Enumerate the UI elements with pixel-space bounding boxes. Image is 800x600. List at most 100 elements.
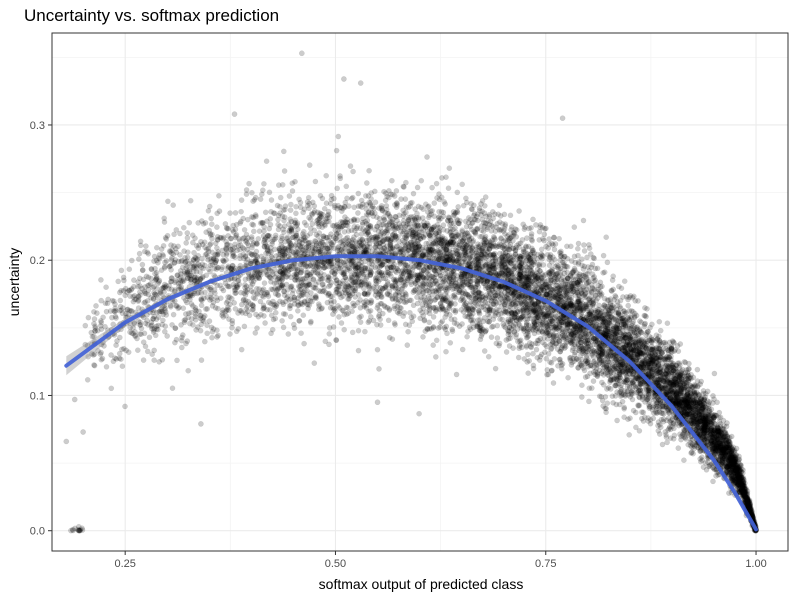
data-point <box>420 334 426 340</box>
data-point <box>742 494 749 501</box>
data-point <box>483 242 490 249</box>
data-point <box>664 407 671 414</box>
data-point <box>673 362 679 369</box>
data-point <box>279 181 286 188</box>
data-point <box>619 315 626 322</box>
data-point <box>517 265 523 272</box>
data-point <box>389 177 395 184</box>
data-point <box>632 374 639 380</box>
data-point <box>311 360 318 366</box>
data-point <box>537 357 543 363</box>
data-point <box>408 226 415 233</box>
data-point <box>683 379 690 386</box>
data-point <box>517 255 523 262</box>
data-point <box>622 393 629 399</box>
data-point <box>623 322 629 329</box>
data-point <box>242 254 249 260</box>
data-point <box>700 415 707 422</box>
data-point <box>275 292 282 299</box>
data-point <box>624 377 630 383</box>
data-point <box>159 356 166 363</box>
data-point <box>504 252 511 259</box>
data-point <box>582 330 588 336</box>
data-point <box>591 255 598 262</box>
data-point <box>720 453 727 460</box>
data-point <box>614 380 620 387</box>
data-point <box>429 243 436 249</box>
data-point <box>274 202 281 209</box>
data-point <box>469 306 476 312</box>
data-point <box>606 365 613 371</box>
data-point <box>472 284 479 291</box>
data-point <box>429 184 435 191</box>
data-point <box>119 363 126 370</box>
data-point <box>558 253 564 259</box>
data-point <box>433 180 440 187</box>
data-point <box>719 454 726 461</box>
data-point <box>731 453 738 460</box>
data-point <box>455 289 462 296</box>
data-point <box>724 466 731 473</box>
data-point <box>584 373 591 380</box>
data-point <box>268 197 275 203</box>
data-point <box>300 228 307 235</box>
data-point <box>254 325 260 331</box>
data-point <box>243 191 250 197</box>
data-point <box>469 253 476 260</box>
data-point <box>598 352 604 358</box>
data-point <box>98 297 104 304</box>
data-point <box>91 362 98 369</box>
data-point <box>431 213 438 219</box>
data-point <box>452 301 458 307</box>
data-point <box>82 322 89 329</box>
data-point <box>263 158 270 164</box>
data-point <box>649 374 656 380</box>
data-point <box>681 457 687 464</box>
data-point <box>352 263 359 269</box>
data-point <box>386 288 393 295</box>
data-point <box>279 317 285 324</box>
data-point <box>169 385 176 392</box>
data-point <box>384 222 391 229</box>
data-point <box>692 401 699 407</box>
data-point <box>190 257 197 263</box>
data-point <box>670 389 677 396</box>
data-point <box>588 264 595 271</box>
data-point <box>507 212 514 219</box>
data-point <box>401 299 407 305</box>
data-point <box>326 283 332 290</box>
data-point <box>381 216 388 223</box>
data-point <box>746 504 752 511</box>
data-point <box>609 361 616 368</box>
data-point <box>233 328 240 335</box>
data-point <box>660 340 667 346</box>
data-point <box>622 334 629 341</box>
data-point <box>252 330 259 336</box>
data-point <box>599 347 606 353</box>
data-point <box>294 249 301 256</box>
data-point <box>728 454 734 460</box>
data-point <box>241 226 248 233</box>
data-point <box>714 399 720 406</box>
data-point <box>281 252 288 258</box>
data-point <box>380 214 387 221</box>
data-point <box>670 379 677 385</box>
data-point <box>629 353 636 360</box>
data-point <box>677 405 684 411</box>
data-point <box>103 363 110 370</box>
data-points <box>63 50 759 534</box>
data-point <box>675 396 682 403</box>
data-point <box>198 357 205 363</box>
data-point <box>273 280 280 286</box>
data-point <box>685 403 692 410</box>
data-point <box>296 239 303 245</box>
data-point <box>681 380 688 387</box>
data-point <box>712 446 718 453</box>
data-point <box>426 319 433 326</box>
data-point <box>207 240 214 247</box>
data-point <box>713 412 720 419</box>
data-point <box>663 354 669 360</box>
data-point <box>286 193 293 199</box>
data-point <box>261 280 268 286</box>
data-point <box>349 243 356 249</box>
